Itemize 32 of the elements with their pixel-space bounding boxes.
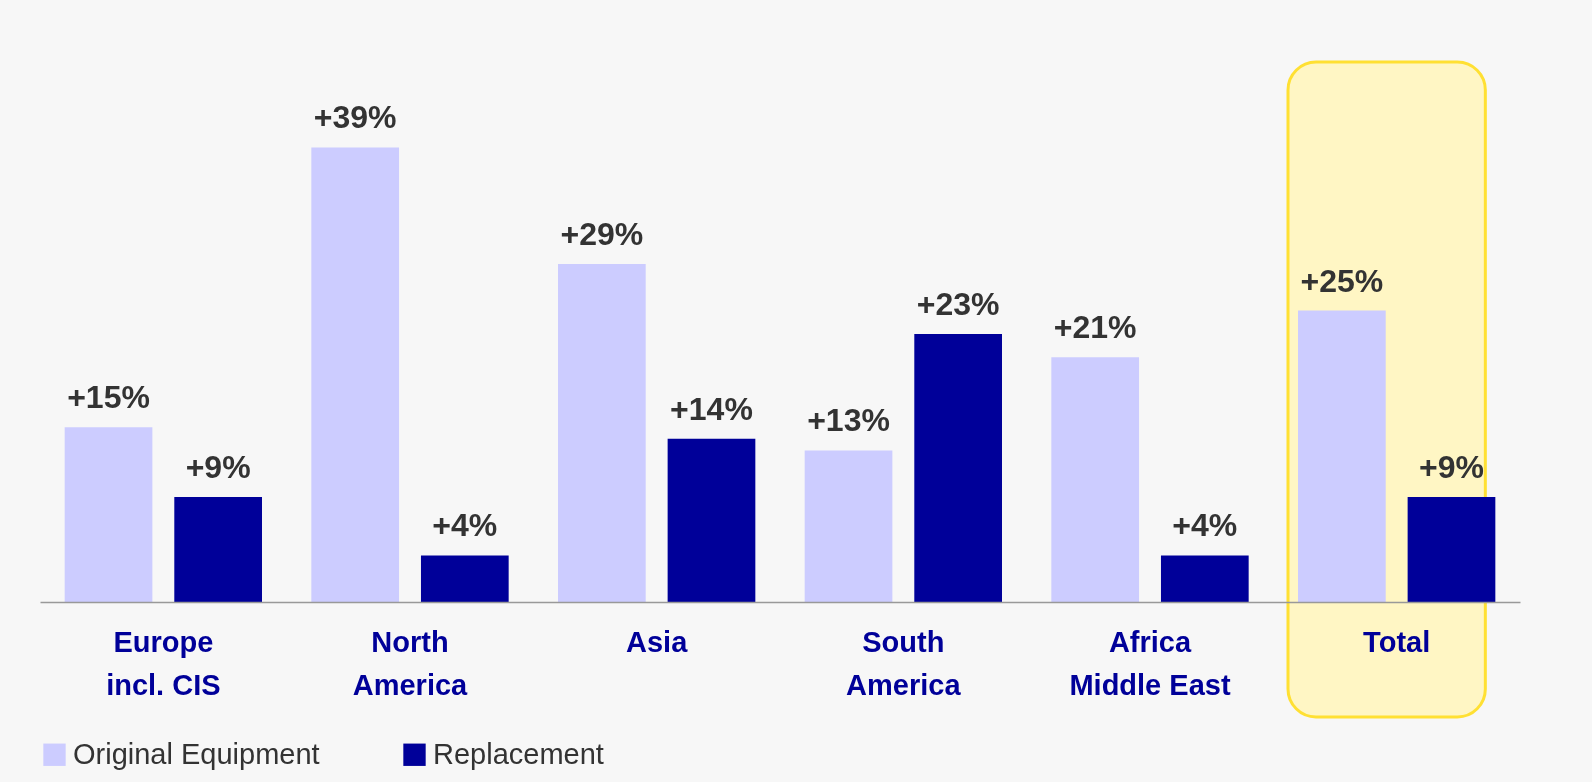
x-tick-label: Total [1363,625,1431,658]
data-label: +29% [560,216,644,252]
data-label: +39% [313,99,397,136]
bar [420,555,509,602]
data-label: +9% [185,449,251,486]
data-label: +21% [1053,309,1137,346]
bar [804,450,893,602]
bar [1051,357,1140,602]
data-label: +23% [916,285,1000,322]
x-tick-label: Europe incl. CIS [106,625,221,701]
bar [667,438,756,602]
x-tick-label: Africa Middle East [1069,625,1231,701]
data-label: +25% [1300,262,1384,299]
data-label: +15% [67,379,150,416]
bar [311,147,400,602]
x-tick-label: South America [846,625,962,701]
data-label: +4% [432,507,498,544]
data-label: +4% [1172,507,1238,544]
legend-label: Replacement [433,737,604,770]
legend-label: Original Equipment [73,737,320,770]
bar [558,264,646,602]
data-label: +13% [807,402,890,439]
bar [914,333,1002,602]
x-tick-label: Asia [626,625,689,658]
bar [1298,310,1386,602]
bar [64,427,153,602]
x-tick-label: North America [352,625,469,701]
bar [1407,497,1496,602]
bar [1160,555,1249,602]
bar [174,497,262,602]
data-label: +14% [670,390,753,427]
data-label: +9% [1419,449,1484,486]
